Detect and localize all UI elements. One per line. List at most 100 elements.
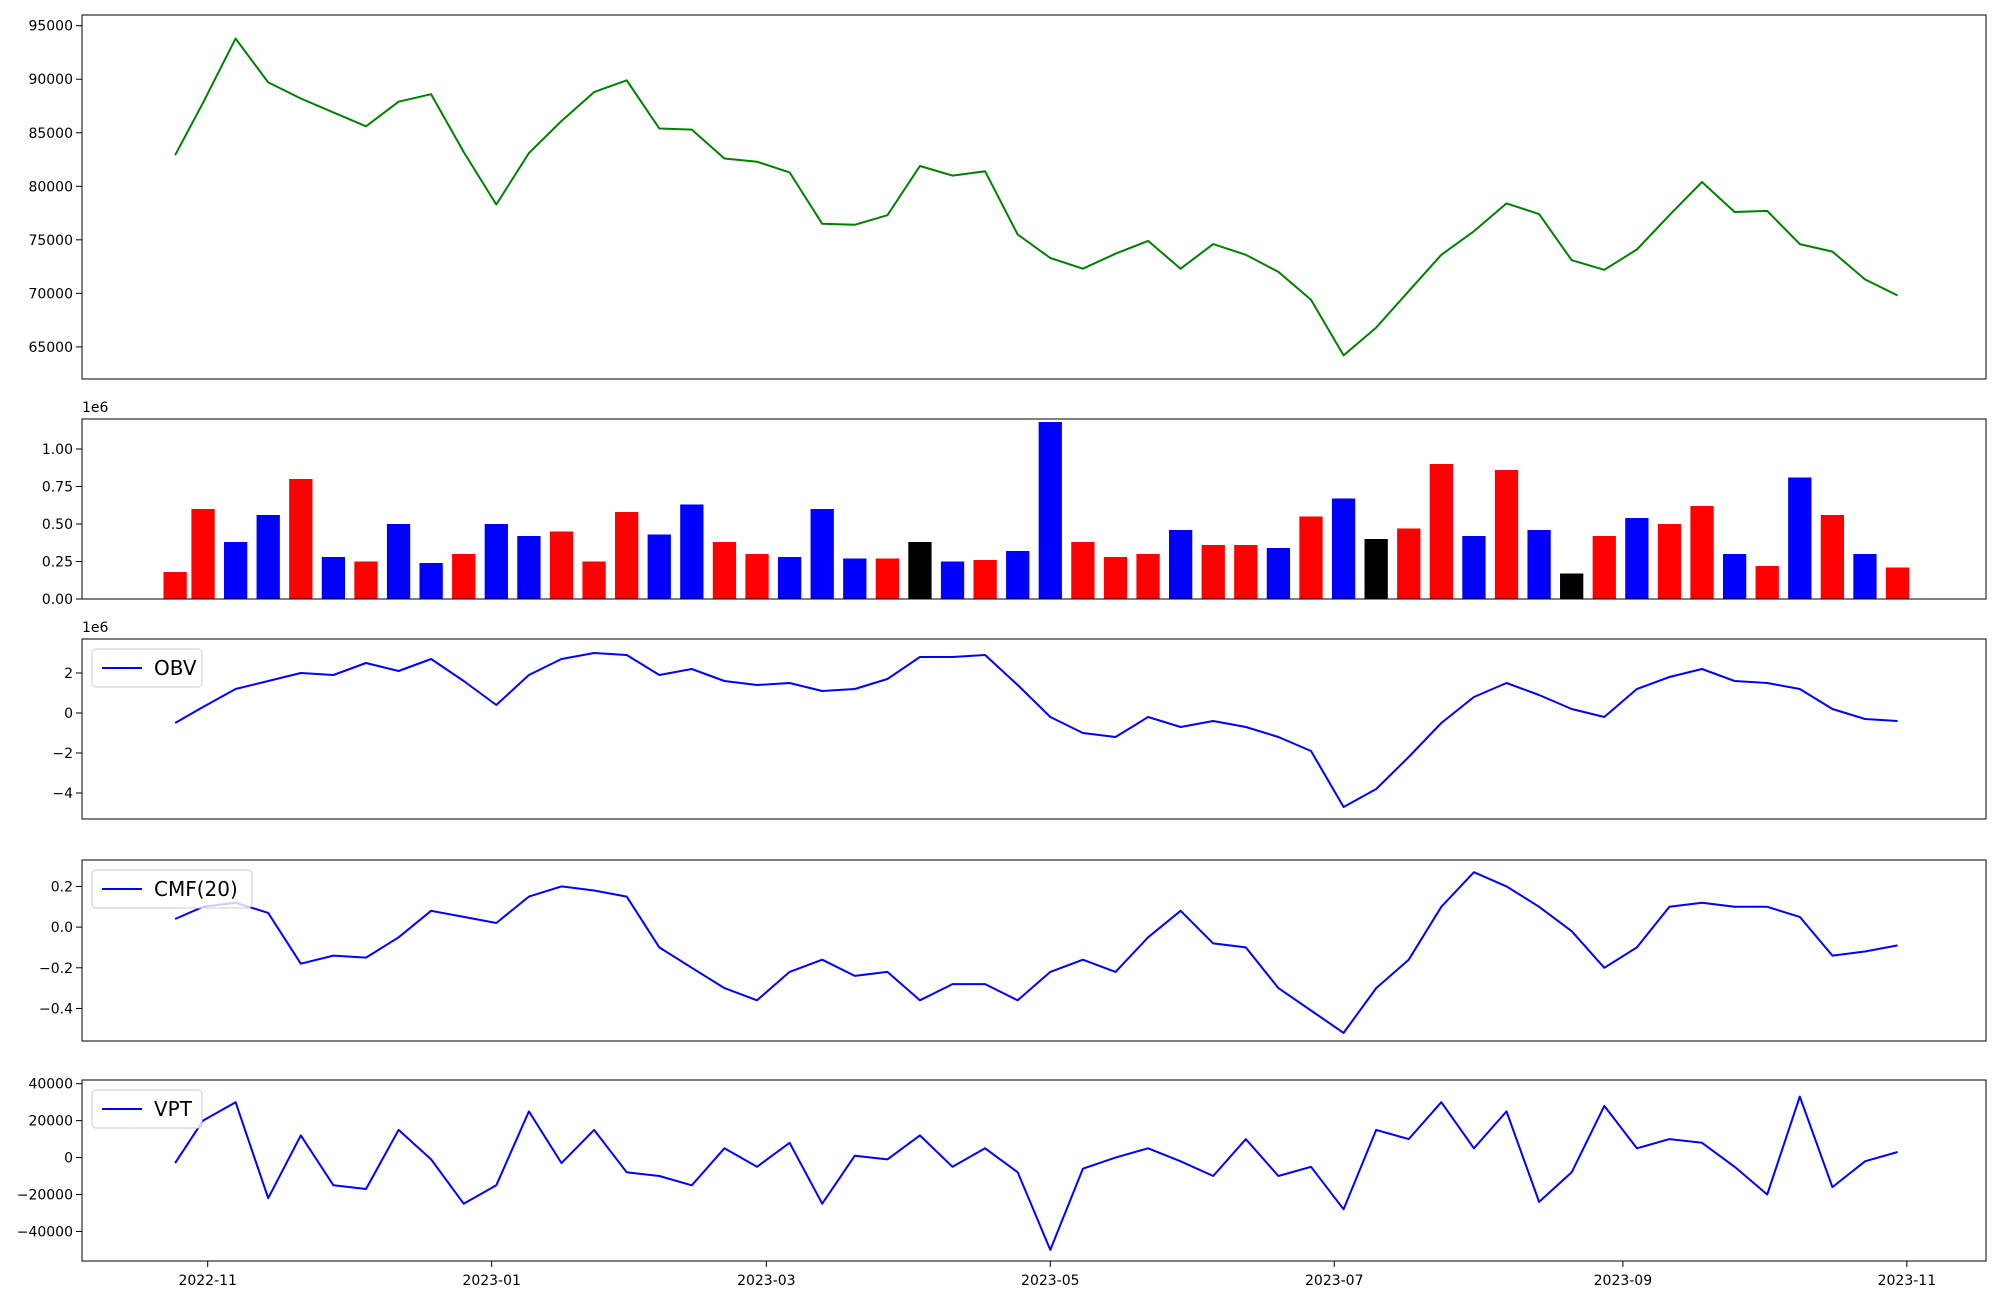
volume-bar [1331, 498, 1356, 599]
volume-bar [1266, 548, 1291, 599]
volume-bar [1657, 524, 1682, 599]
volume-bar [1136, 554, 1160, 599]
volume-bar [1462, 536, 1486, 599]
xtick-label: 2023-09 [1594, 1273, 1653, 1289]
volume-bar [1722, 554, 1747, 599]
volume-bar [354, 561, 378, 599]
volume-bar [777, 557, 802, 599]
volume-bar [843, 558, 867, 599]
volume-bar [973, 560, 997, 599]
volume-bar [1625, 518, 1649, 599]
volume-bar [1429, 464, 1453, 599]
obv-ytick-label: 0 [64, 706, 73, 722]
obv-series-line [174, 652, 1898, 808]
vpt-ytick-label: 40000 [28, 1077, 73, 1093]
cmf-legend-box [91, 869, 253, 909]
obv-ytick-label: 2 [64, 666, 73, 682]
price-panel: 65000 70000 75000 80000 85000 90000 95000 [28, 14, 1987, 380]
volume-ytick-label: 1.00 [42, 442, 73, 458]
volume-bar [256, 515, 280, 599]
volume-bar [647, 534, 671, 599]
vpt-ytick-label: −40000 [17, 1224, 73, 1240]
volume-bar [484, 524, 508, 599]
price-ytick-label: 65000 [28, 340, 73, 356]
volume-bar [1690, 506, 1714, 599]
price-ytick-label: 70000 [28, 286, 73, 302]
volume-bar [1103, 557, 1128, 599]
cmf-legend-label: CMF(20) [154, 877, 238, 901]
price-ytick-label: 75000 [28, 233, 73, 249]
volume-bar [1560, 573, 1584, 599]
volume-bar [1201, 545, 1225, 599]
volume-bar [452, 554, 476, 599]
volume-bar [712, 542, 737, 599]
obv-ytick-label: −2 [52, 746, 73, 762]
price-ytick-label: 90000 [28, 72, 73, 88]
obv-legend-label: OBV [154, 656, 197, 680]
cmf-ytick-label: −0.2 [39, 961, 73, 977]
obv-axes-frame [81, 638, 1987, 820]
cmf-series-line [174, 871, 1898, 1034]
volume-bar [1038, 422, 1062, 599]
volume-bar [1820, 515, 1845, 599]
cmf-panel: −0.4 −0.2 0.0 0.2 CMF(20) [39, 859, 1987, 1042]
vpt-legend-label: VPT [154, 1097, 193, 1121]
volume-bar [1755, 566, 1779, 599]
cmf-legend: CMF(20) [91, 869, 253, 909]
volume-bar [419, 563, 443, 599]
price-axes-frame [81, 14, 1987, 380]
volume-bar [549, 531, 574, 599]
volume-bar [1364, 539, 1388, 599]
xtick-label: 2023-11 [1878, 1273, 1937, 1289]
volume-bar [680, 504, 704, 599]
price-ytick-label: 80000 [28, 179, 73, 195]
volume-bar [1299, 516, 1323, 599]
xtick-label: 2023-01 [462, 1273, 521, 1289]
volume-bar [940, 561, 965, 599]
volume-bar [1788, 477, 1812, 599]
cmf-ytick-label: 0.0 [51, 920, 73, 936]
cmf-ytick-label: −0.4 [39, 1001, 73, 1017]
volume-bar [517, 536, 541, 599]
xtick-label: 2023-07 [1305, 1273, 1364, 1289]
volume-bar [1853, 554, 1877, 599]
volume-ytick-label: 0.25 [42, 555, 73, 571]
volume-bar [875, 558, 899, 599]
vpt-ytick-label: 0 [64, 1151, 73, 1167]
volume-ytick-label: 0.75 [42, 480, 73, 496]
cmf-axes-frame [81, 859, 1987, 1042]
obv-legend: OBV [91, 648, 203, 688]
volume-bar [745, 554, 769, 599]
obv-legend-box [91, 648, 203, 688]
volume-bar [908, 542, 932, 599]
volume-bar [289, 479, 313, 599]
volume-bar [1234, 545, 1258, 599]
obv-offset-label: 1e6 [82, 620, 109, 636]
volume-bar [1071, 542, 1095, 599]
vpt-ytick-label: 20000 [28, 1114, 73, 1130]
xtick-label: 2023-05 [1021, 1273, 1080, 1289]
cmf-ytick-label: 0.2 [51, 879, 73, 895]
vpt-series-line [174, 1095, 1898, 1251]
volume-bar [810, 509, 834, 599]
volume-ytick-label: 0.50 [42, 517, 73, 533]
volume-bar [191, 509, 215, 599]
volume-axes-frame [81, 418, 1987, 600]
volume-bar [1527, 530, 1551, 599]
vpt-ytick-label: −20000 [17, 1188, 73, 1204]
volume-bar [1494, 470, 1519, 599]
volume-bar [582, 561, 606, 599]
volume-panel: 0.00 0.25 0.50 0.75 1.00 1e6 [42, 400, 1987, 608]
vpt-panel: −40000 −20000 0 20000 40000 VPT 2022-11 2023-01… [17, 1077, 1987, 1289]
volume-bar [321, 557, 346, 599]
volume-bar [1169, 530, 1193, 599]
price-ytick-label: 95000 [28, 19, 73, 35]
volume-offset-label: 1e6 [82, 400, 109, 416]
price-ytick-label: 85000 [28, 126, 73, 142]
xtick-label: 2022-11 [178, 1273, 237, 1289]
volume-bar [223, 542, 248, 599]
volume-bar [1006, 551, 1030, 599]
volume-bar [163, 572, 187, 599]
volume-ytick-label: 0.00 [42, 592, 73, 608]
